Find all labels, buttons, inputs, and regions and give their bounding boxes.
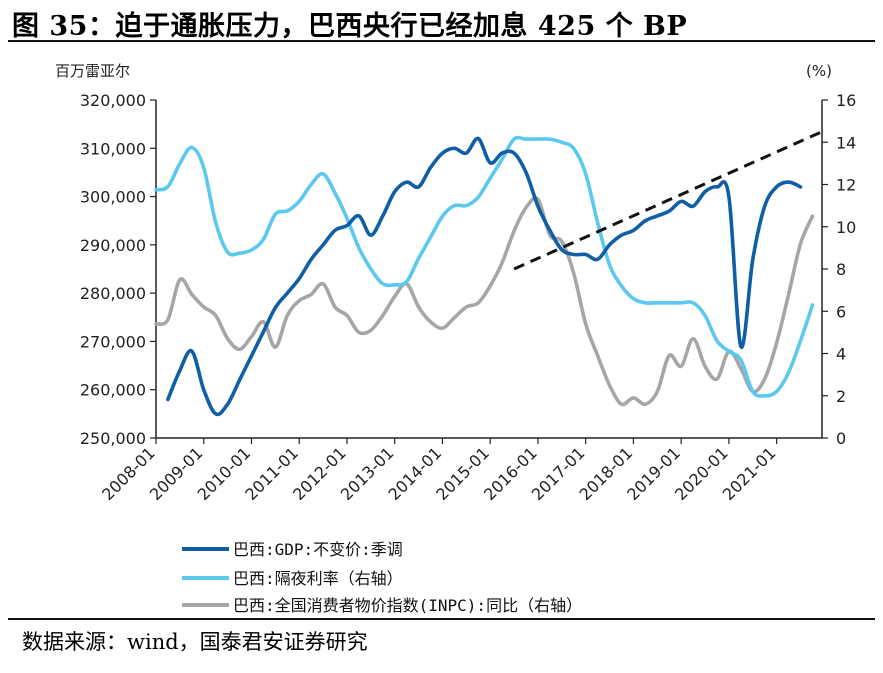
right-tick-label: 10 bbox=[836, 218, 856, 237]
right-tick-labels: 16 14 12 10 8 6 4 2 0 bbox=[822, 91, 856, 448]
left-tick-label: 270,000 bbox=[80, 332, 146, 351]
left-tick-label: 290,000 bbox=[80, 236, 146, 255]
right-tick-label: 8 bbox=[836, 260, 846, 279]
right-tick-label: 14 bbox=[836, 133, 856, 152]
right-tick-label: 6 bbox=[836, 302, 846, 321]
legend-item-overnight-rate-label: 巴西:隔夜利率（右轴） bbox=[233, 569, 403, 588]
right-tick-label: 16 bbox=[836, 91, 856, 110]
inpc-line bbox=[154, 196, 815, 407]
series-layer bbox=[154, 130, 823, 417]
legend-item-inpc-label: 巴西:全国消费者物价指数(INPC):同比（右轴） bbox=[233, 596, 582, 615]
right-tick-label: 0 bbox=[836, 429, 846, 448]
x-tick-labels: 2008-012009-012010-012011-012012-012013-… bbox=[98, 438, 779, 504]
source-rule bbox=[8, 618, 875, 620]
gdp-line bbox=[166, 136, 803, 417]
trend-line bbox=[513, 130, 823, 271]
title-rule bbox=[8, 40, 875, 42]
legend-item-gdp-label: 巴西:GDP:不变价:季调 bbox=[233, 540, 403, 559]
overnight-rate-line bbox=[154, 135, 815, 398]
chart-title: 图 35：迫于通胀压力，巴西央行已经加息 425 个 BP bbox=[12, 11, 688, 42]
left-tick-label: 260,000 bbox=[80, 381, 146, 400]
left-tick-label: 280,000 bbox=[80, 284, 146, 303]
right-tick-label: 4 bbox=[836, 345, 846, 364]
left-tick-label: 320,000 bbox=[80, 91, 146, 110]
right-tick-label: 12 bbox=[836, 176, 856, 195]
right-tick-label: 2 bbox=[836, 387, 846, 406]
left-axis-unit: 百万雷亚尔 bbox=[55, 62, 130, 80]
left-tick-label: 300,000 bbox=[80, 188, 146, 207]
right-axis-unit: (%) bbox=[806, 62, 832, 80]
left-tick-label: 250,000 bbox=[80, 429, 146, 448]
x-tick-label: 2021-01 bbox=[719, 443, 780, 504]
source-note: 数据来源：wind，国泰君安证券研究 bbox=[22, 630, 368, 654]
left-tick-labels: 320,000 310,000 300,000 290,000 280,000 270,0… bbox=[80, 91, 156, 448]
left-tick-label: 310,000 bbox=[80, 139, 146, 158]
